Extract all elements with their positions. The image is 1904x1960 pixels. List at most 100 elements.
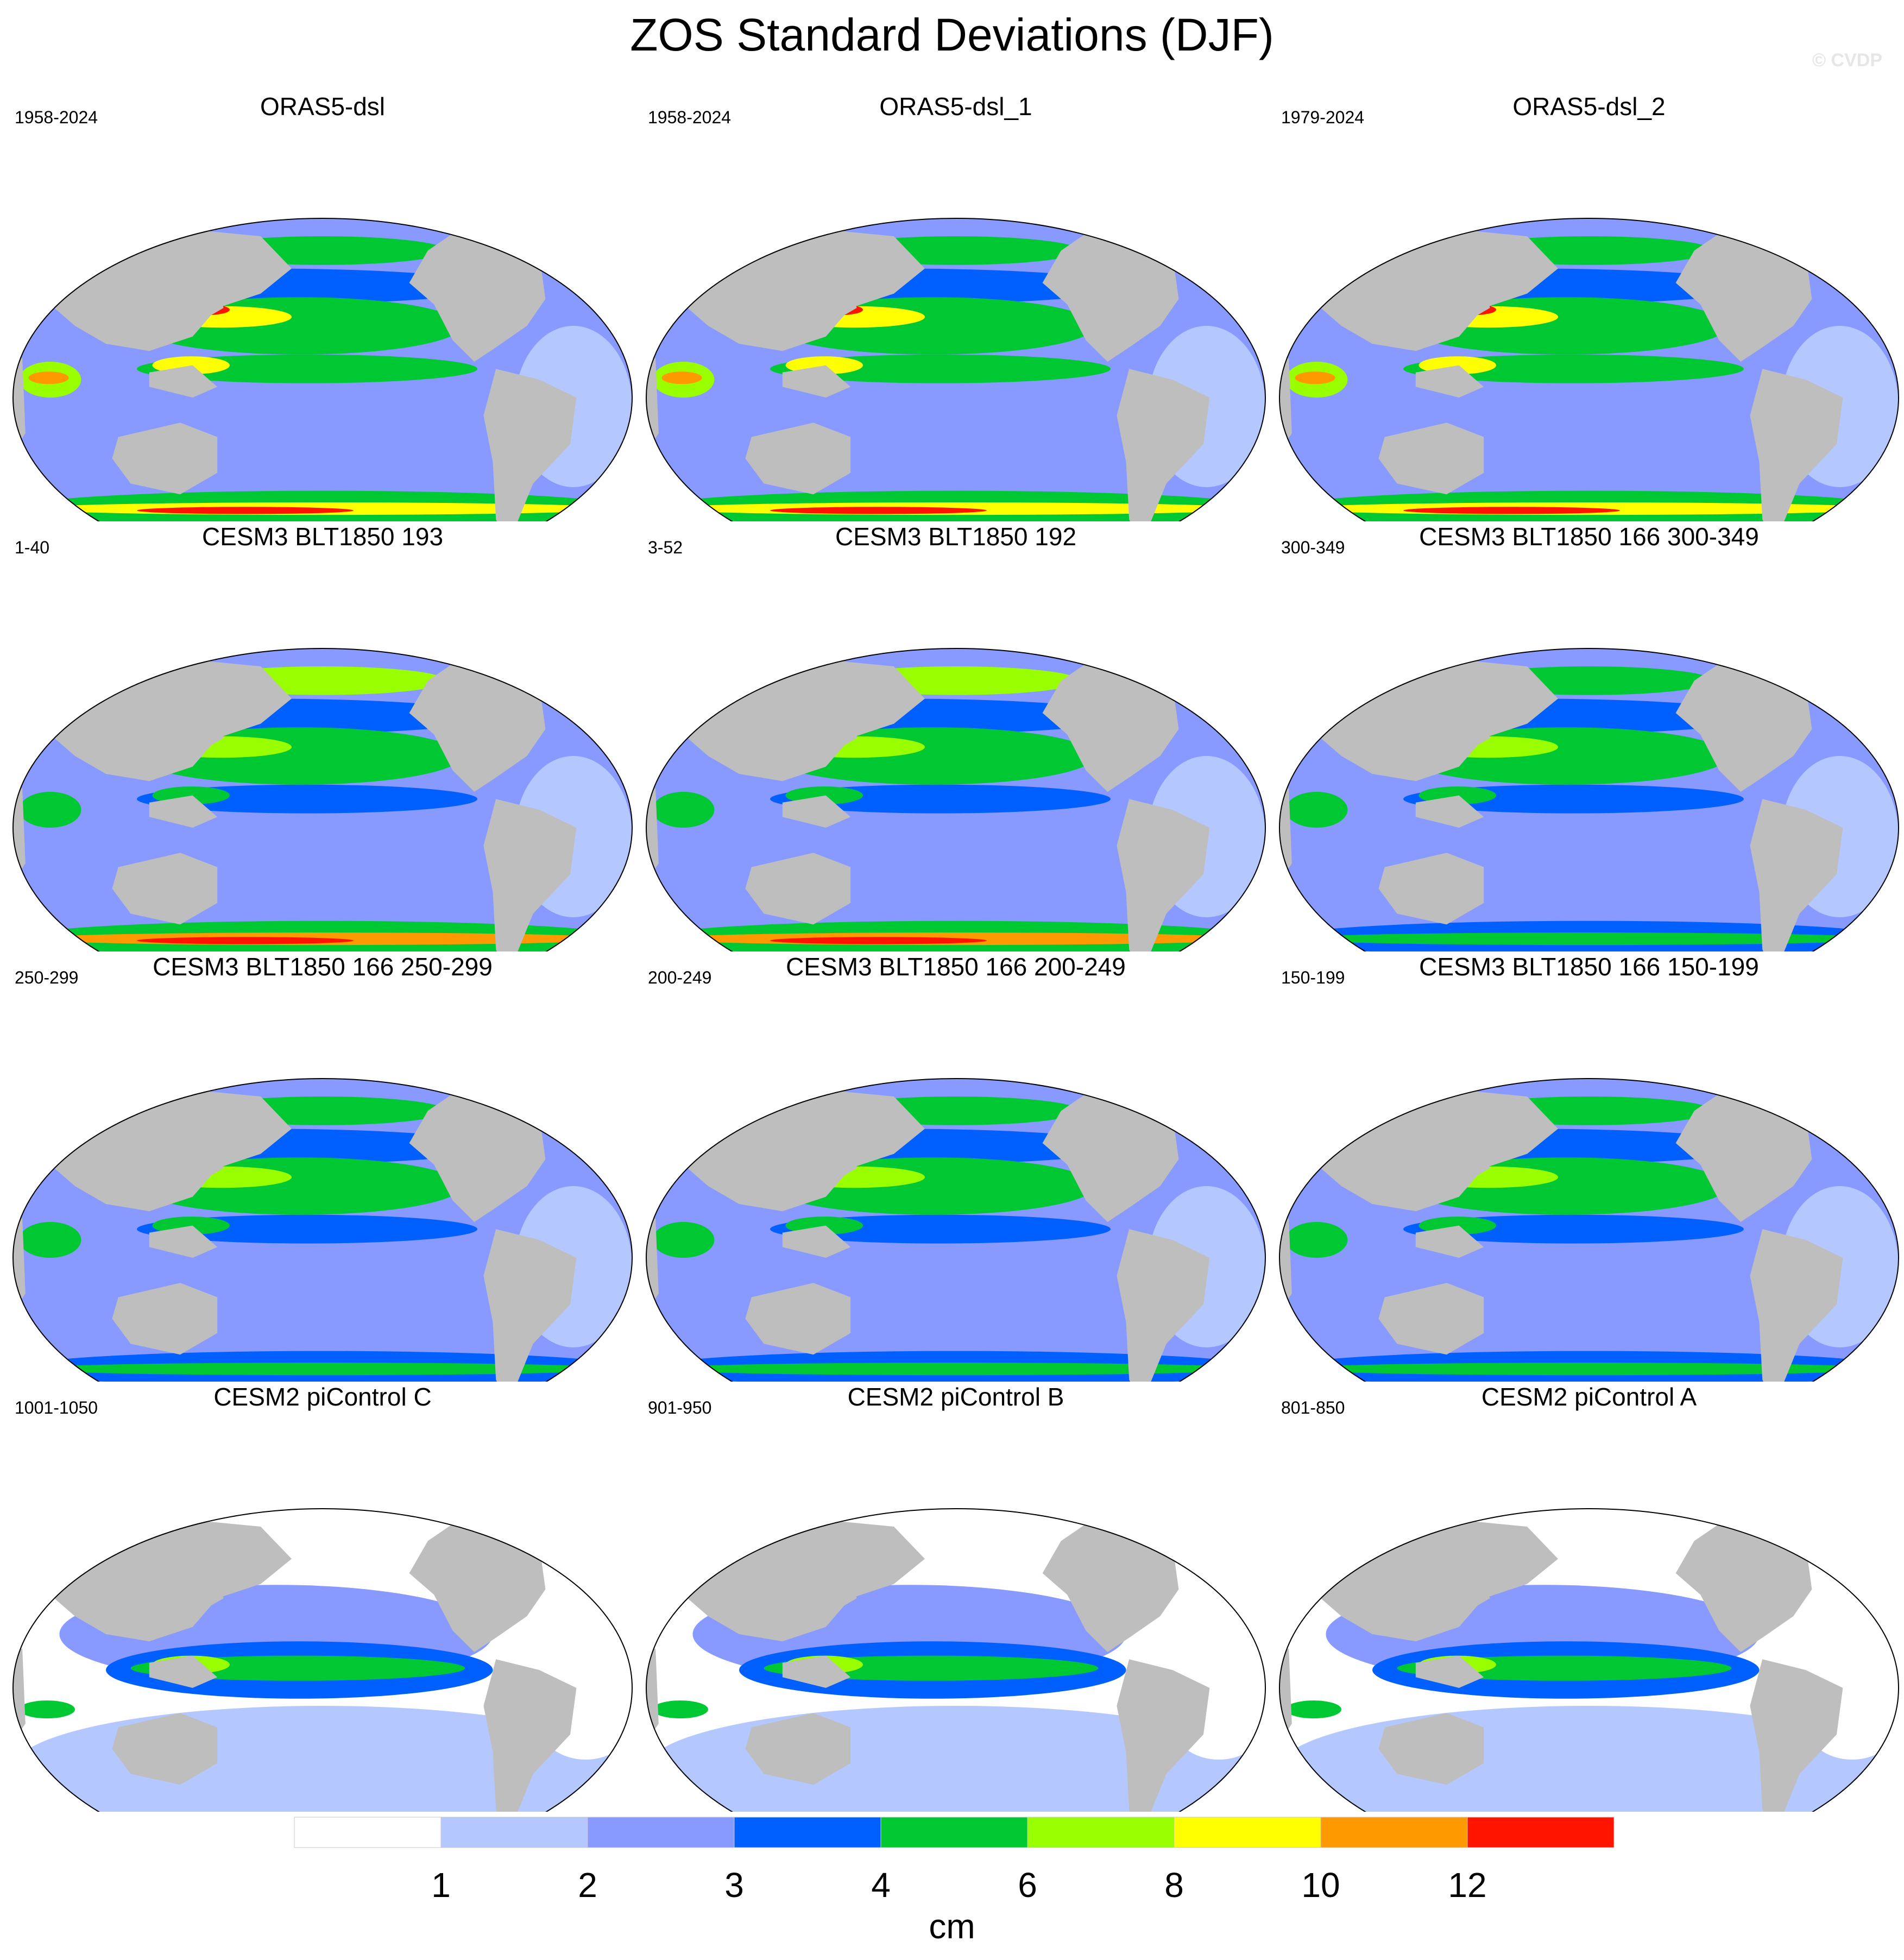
map-field [646, 1079, 1265, 1382]
map-panel: CESM3 BLT1850 193 1-40 [5, 521, 640, 951]
land-australia [745, 423, 851, 495]
panel-period: 1958-2024 [648, 108, 732, 127]
land-south-america [483, 799, 577, 951]
map-field [1279, 1512, 1899, 1812]
colorbar-box [1467, 1817, 1615, 1848]
land-north-america [1042, 656, 1179, 792]
field-indian-ocean [652, 1222, 715, 1258]
field-indian-green [652, 1700, 708, 1719]
land-south-america [1750, 1229, 1843, 1382]
map-field [646, 1512, 1265, 1812]
land-australia [1378, 1283, 1484, 1355]
land-japan [199, 709, 224, 746]
panel-title: CESM3 BLT1850 166 300-349 [1419, 522, 1759, 551]
panel-period: 901-950 [648, 1398, 712, 1417]
land-australia [112, 1713, 218, 1785]
map-svg [646, 1508, 1266, 1812]
colorbar-tick-label: 6 [1018, 1866, 1037, 1905]
map-svg [1279, 1078, 1899, 1382]
land-south-america [483, 1659, 577, 1812]
land-south-america [1117, 369, 1210, 521]
land-japan [832, 709, 857, 746]
map-outline [646, 218, 1266, 521]
land-maritime-continent [782, 365, 851, 398]
field-acc-core [28, 1363, 617, 1376]
land-australia [745, 1713, 851, 1785]
land-maritime-continent [782, 1225, 851, 1258]
panel-period: 1-40 [15, 538, 50, 557]
colorbar-box [880, 1817, 1028, 1848]
land-japan [199, 1139, 224, 1176]
map-field [13, 648, 632, 951]
land-maritime-continent [149, 1655, 218, 1688]
map-svg [1279, 218, 1899, 521]
field-acc-peak [137, 507, 354, 514]
land-japan [199, 1570, 224, 1606]
panel-title: CESM3 BLT1850 166 150-199 [1419, 953, 1759, 981]
panel-period: 1979-2024 [1281, 108, 1365, 127]
map-panel: CESM3 BLT1850 166 200-249 200-249 [639, 951, 1273, 1382]
land-africa-tip [13, 1648, 26, 1742]
land-north-america [1675, 656, 1812, 792]
map-svg [646, 218, 1266, 521]
map-panel: CESM2 piControl C 1001-1050 [5, 1382, 640, 1812]
panel-period: 250-299 [15, 968, 79, 987]
panel-period: 801-850 [1281, 1398, 1345, 1417]
field-indian-ocean [1285, 792, 1348, 828]
land-maritime-continent [149, 365, 218, 398]
map-panel: ORAS5-dsl_1 1958-2024 [639, 91, 1273, 521]
field-indian-green [1285, 1700, 1341, 1719]
land-maritime-continent [149, 795, 218, 828]
land-south-america [1117, 1229, 1210, 1382]
panel-title: CESM3 BLT1850 192 [835, 522, 1077, 551]
land-south-america [1117, 1659, 1210, 1812]
land-greenland-europe [1197, 1512, 1265, 1570]
land-japan [1465, 1139, 1490, 1176]
colorbar-tick-label: 1 [431, 1866, 451, 1905]
field-acc-peak [1403, 507, 1620, 514]
map-outline [12, 648, 633, 951]
land-maritime-continent [149, 1225, 218, 1258]
map-field [646, 218, 1265, 521]
map-panel: CESM3 BLT1850 166 150-199 150-199 [1272, 951, 1904, 1382]
map-outline [1279, 648, 1899, 951]
land-greenland-europe [1197, 652, 1265, 710]
map-outline [12, 1508, 633, 1812]
land-north-america [1675, 1086, 1812, 1222]
land-australia [112, 853, 218, 925]
map-panel: CESM3 BLT1850 166 300-349 300-349 [1272, 521, 1904, 951]
field-indian-ocean [19, 1222, 81, 1258]
map-outline [1279, 218, 1899, 521]
land-greenland-europe [1830, 222, 1899, 280]
land-north-america [409, 225, 546, 362]
land-north-america [1042, 1086, 1179, 1222]
field-indian-peak [1295, 371, 1335, 385]
panel-period: 300-349 [1281, 538, 1345, 557]
map-panel: CESM3 BLT1850 166 250-299 250-299 [5, 951, 640, 1382]
land-greenland-europe [1830, 1082, 1899, 1140]
colorbar-unit: cm [929, 1907, 975, 1946]
map-outline [12, 218, 633, 521]
land-maritime-continent [1415, 365, 1484, 398]
land-greenland-europe [1830, 1512, 1899, 1570]
panel-period: 150-199 [1281, 968, 1345, 987]
field-indian-ocean [1285, 1222, 1348, 1258]
colorbar-box [440, 1817, 588, 1848]
map-svg [646, 1078, 1266, 1382]
colorbar-tick-label: 10 [1301, 1866, 1340, 1905]
land-australia [1378, 423, 1484, 495]
colorbar-box [1320, 1817, 1468, 1848]
panel-title: CESM3 BLT1850 193 [201, 522, 444, 551]
panel-title: ORAS5-dsl_1 [879, 92, 1032, 121]
panel-title: CESM2 piControl A [1481, 1383, 1697, 1411]
field-acc-core [1295, 932, 1883, 946]
panel-title: CESM2 piControl B [847, 1383, 1064, 1411]
land-greenland-europe [564, 1082, 632, 1140]
map-field [13, 1512, 632, 1812]
land-greenland-europe [1197, 222, 1265, 280]
map-svg [12, 1508, 633, 1812]
land-north-america [409, 1086, 546, 1222]
land-south-america [1117, 799, 1210, 951]
land-north-america [1042, 225, 1179, 362]
land-greenland-europe [564, 652, 632, 710]
